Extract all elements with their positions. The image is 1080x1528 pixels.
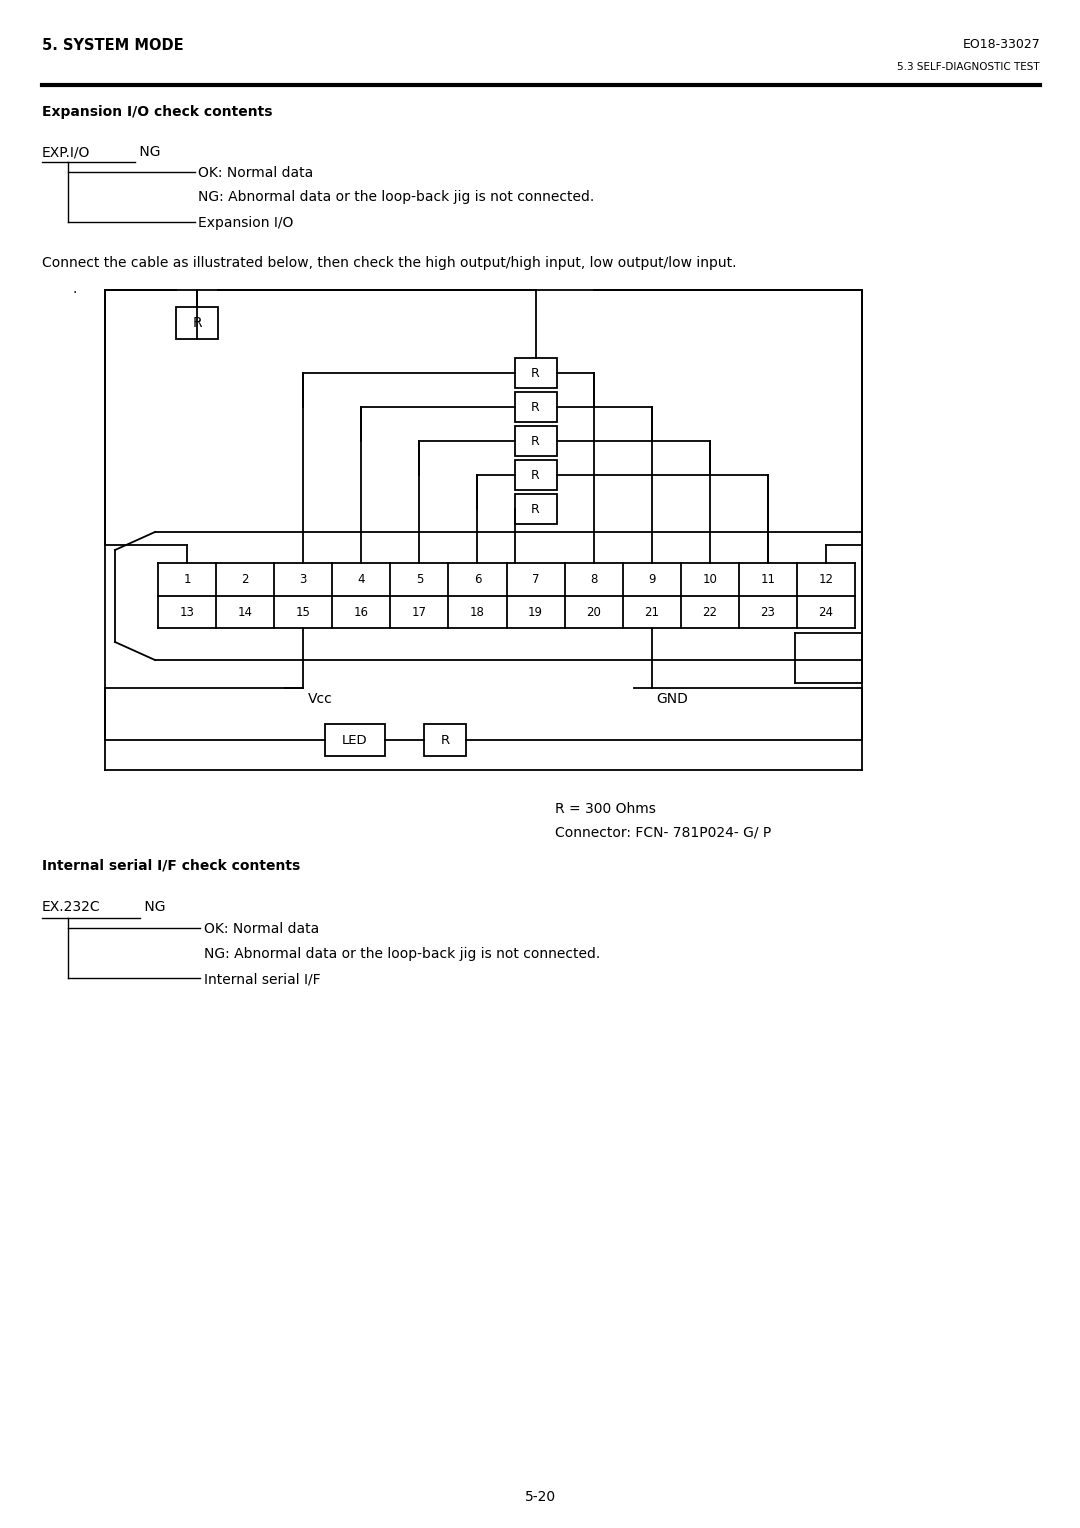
Bar [176,307,218,339]
Text: Vcc: Vcc [308,692,333,706]
Text: OK: Normal data: OK: Normal data [204,921,320,937]
Text: 17: 17 [411,605,427,619]
Bar [514,426,556,455]
Text: 3: 3 [299,573,307,587]
Text: R: R [531,469,540,481]
Text: 2: 2 [241,573,248,587]
Text: 10: 10 [702,573,717,587]
Text: Internal serial I/F: Internal serial I/F [204,972,321,986]
Text: R: R [192,316,202,330]
Text: Expansion I/O check contents: Expansion I/O check contents [42,105,272,119]
Text: NG: Abnormal data or the loop-back jig is not connected.: NG: Abnormal data or the loop-back jig i… [198,189,594,205]
Text: R: R [531,434,540,448]
Text: 5: 5 [416,573,423,587]
Text: GND: GND [657,692,689,706]
Bar [514,494,556,524]
Text: R: R [531,503,540,515]
Text: 12: 12 [819,573,834,587]
Bar [325,724,384,756]
Text: 7: 7 [531,573,539,587]
Text: EX.232C: EX.232C [42,900,100,914]
Text: OK: Normal data: OK: Normal data [198,167,313,180]
Text: 20: 20 [586,605,602,619]
Text: Connect the cable as illustrated below, then check the high output/high input, l: Connect the cable as illustrated below, … [42,257,737,270]
Text: Internal serial I/F check contents: Internal serial I/F check contents [42,859,300,872]
Text: R: R [531,367,540,379]
Text: NG: NG [140,900,165,914]
Text: NG: NG [135,145,161,159]
Text: Expansion I/O: Expansion I/O [198,215,294,231]
Text: 6: 6 [474,573,482,587]
Text: R: R [531,400,540,414]
Text: 1: 1 [184,573,191,587]
Text: 21: 21 [644,605,659,619]
Text: 9: 9 [648,573,656,587]
Text: 5-20: 5-20 [525,1490,555,1504]
Text: 5. SYSTEM MODE: 5. SYSTEM MODE [42,38,184,53]
Text: 16: 16 [354,605,368,619]
Text: Connector: FCN- 781P024- G/ P: Connector: FCN- 781P024- G/ P [555,825,771,839]
Bar [514,393,556,422]
Text: .: . [72,283,77,296]
Text: EXP.I/O: EXP.I/O [42,145,91,159]
Text: 14: 14 [238,605,253,619]
Bar [514,358,556,388]
Text: 15: 15 [296,605,311,619]
Text: 8: 8 [590,573,597,587]
Bar [514,460,556,490]
Text: 19: 19 [528,605,543,619]
Text: EO18-33027: EO18-33027 [962,38,1040,50]
Text: R: R [441,733,449,747]
Text: R = 300 Ohms: R = 300 Ohms [555,802,656,816]
Text: 4: 4 [357,573,365,587]
Text: 13: 13 [179,605,194,619]
Text: 24: 24 [819,605,834,619]
Text: 5.3 SELF-DIAGNOSTIC TEST: 5.3 SELF-DIAGNOSTIC TEST [897,63,1040,72]
Text: 18: 18 [470,605,485,619]
Text: 23: 23 [760,605,775,619]
Text: LED: LED [342,733,368,747]
Text: 22: 22 [702,605,717,619]
Text: NG: Abnormal data or the loop-back jig is not connected.: NG: Abnormal data or the loop-back jig i… [204,947,600,961]
Text: 11: 11 [760,573,775,587]
Bar [424,724,465,756]
